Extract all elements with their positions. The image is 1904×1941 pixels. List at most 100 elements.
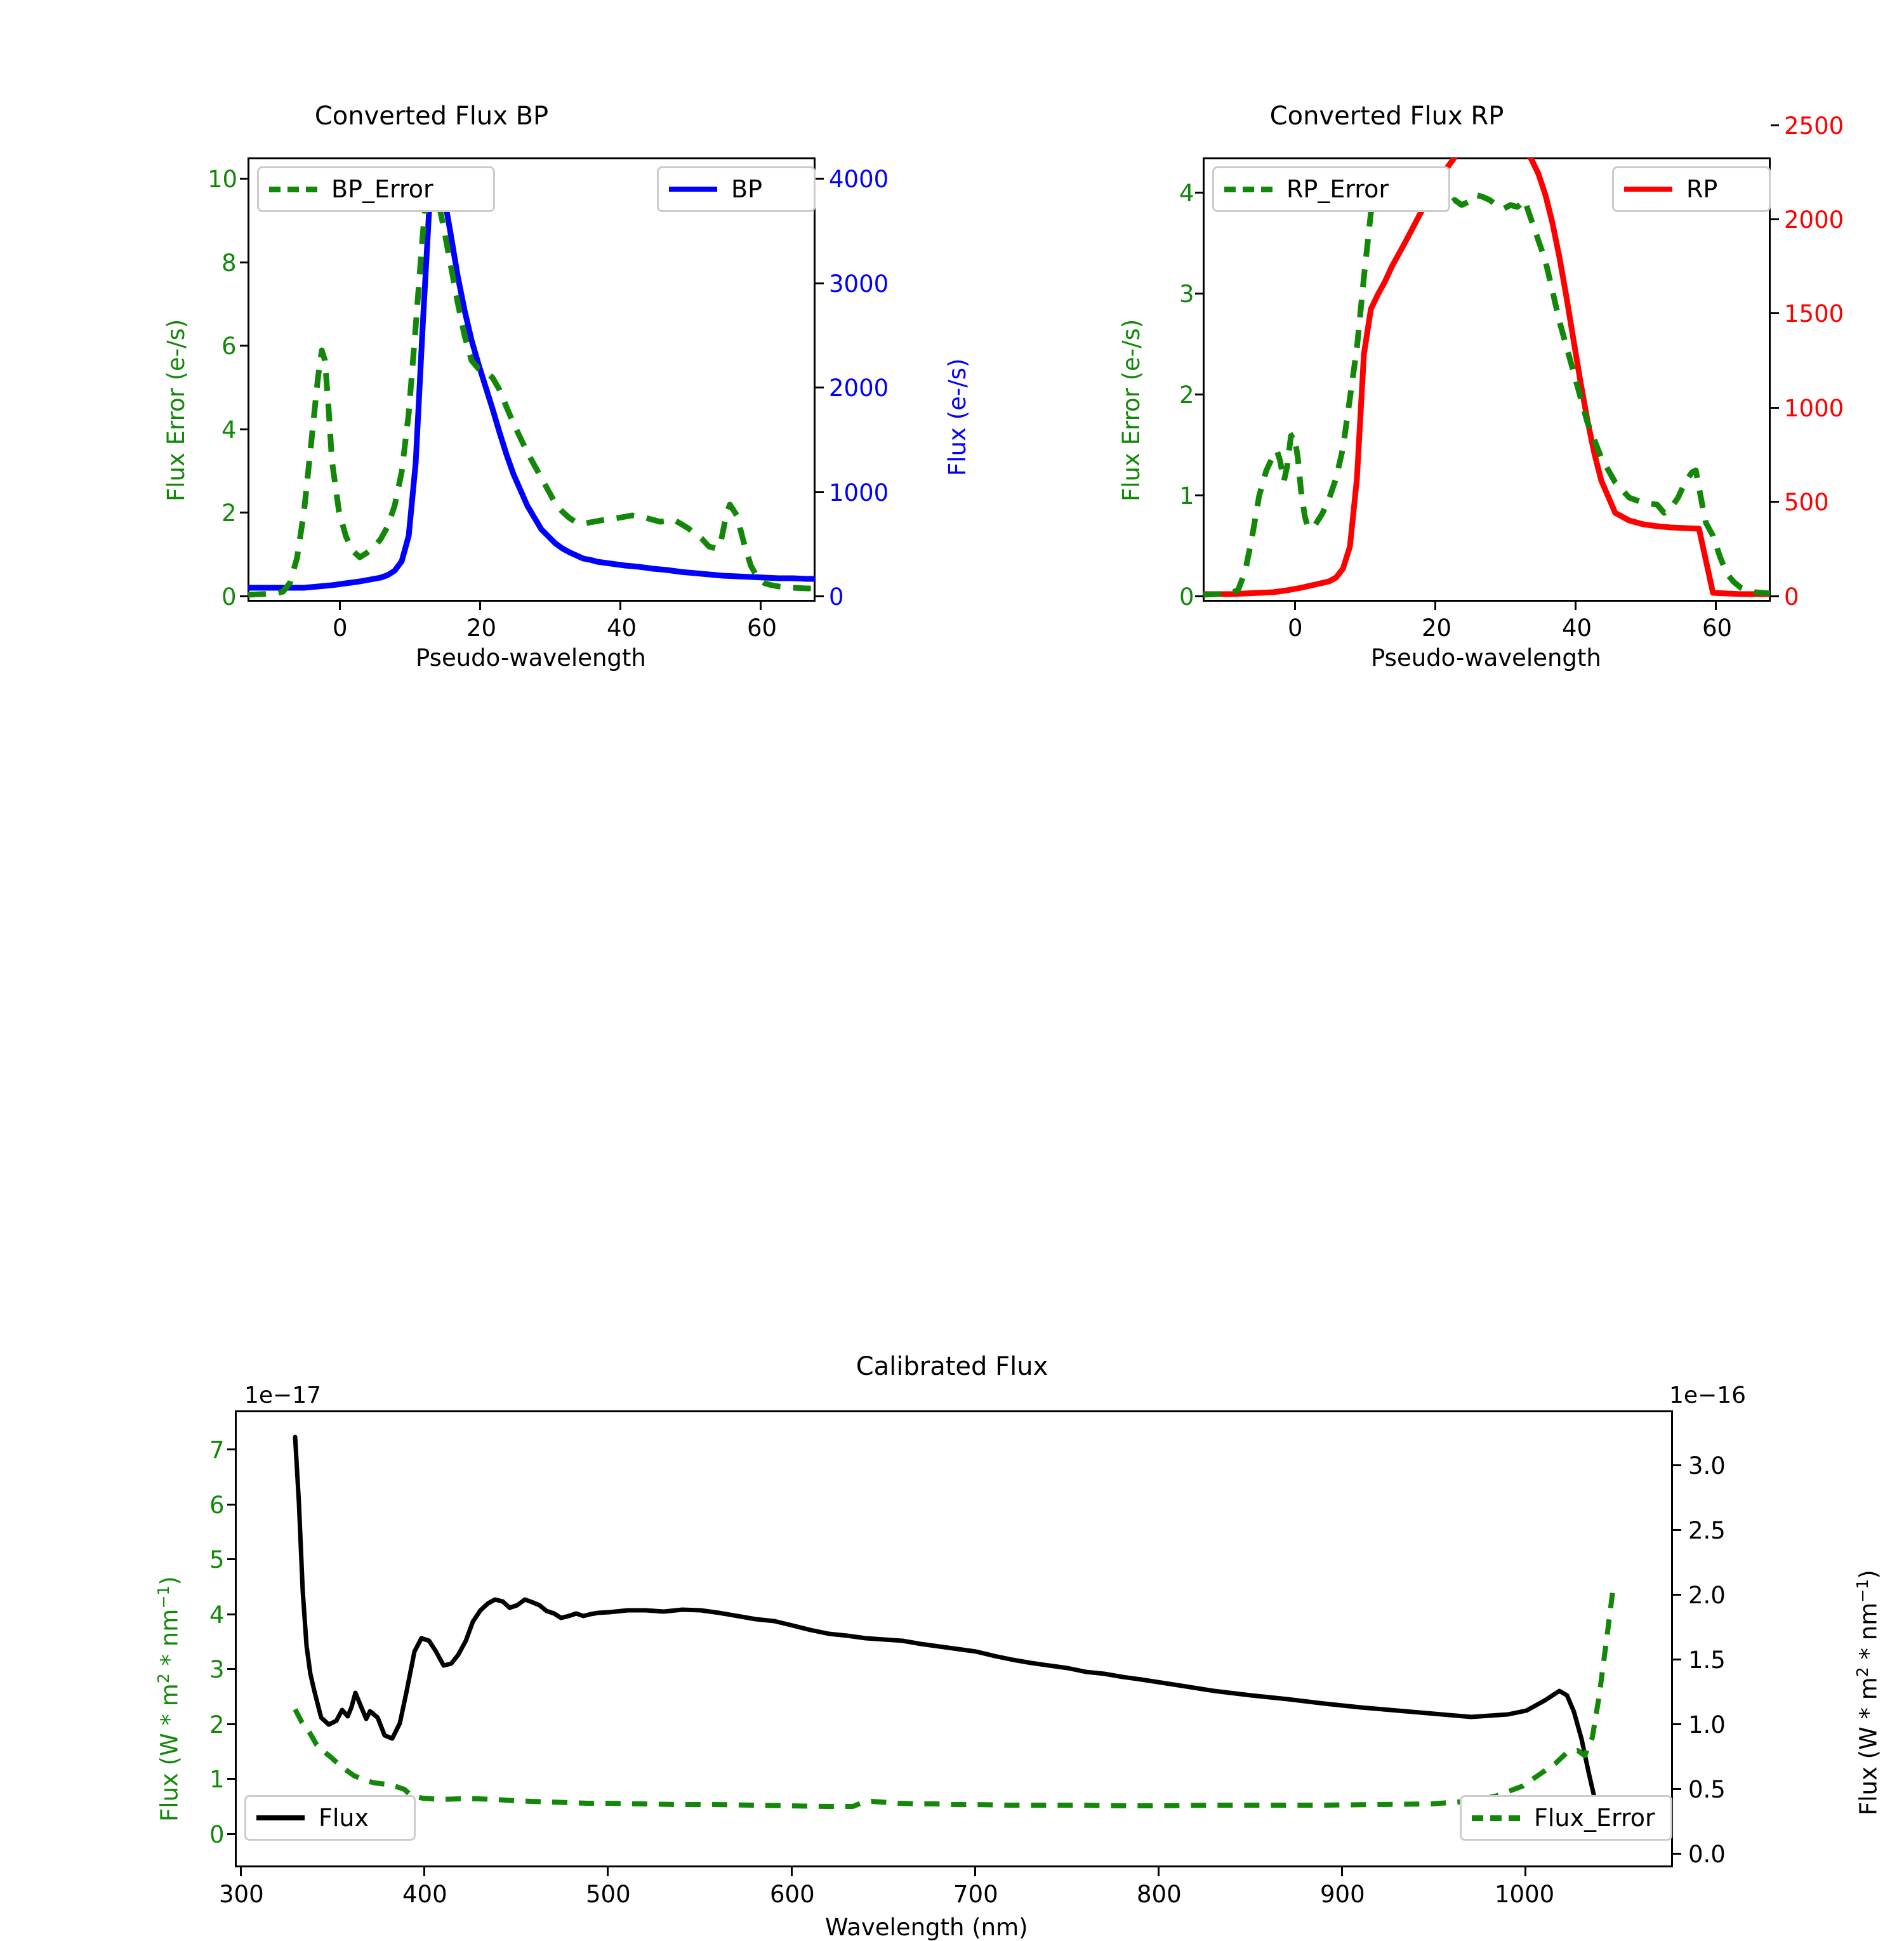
rp-xtick-40: 40 — [1562, 614, 1592, 642]
calibrated-ytick-left-0: 0 — [209, 1821, 225, 1848]
calibrated-ylabel-right-sup2: −1 — [1853, 1579, 1872, 1603]
calibrated-xtick-500: 500 — [586, 1881, 631, 1908]
bp-ytick-left-4: 4 — [221, 416, 237, 444]
rp-legend-label: RP — [1686, 175, 1718, 203]
rp-ytickmark — [1195, 293, 1203, 295]
cal-ytickmark — [227, 1723, 235, 1725]
cal-ytickmark-right — [1673, 1529, 1681, 1531]
rp-ytickmark-right — [1771, 501, 1779, 503]
bp-plot-svg — [248, 169, 815, 598]
rp-ytick-left-3: 3 — [1179, 281, 1194, 308]
calibrated-ylabel-right-part1: Flux (W * m — [1854, 1677, 1882, 1815]
bp-ytickmark — [240, 595, 248, 597]
rp-legend-error[interactable]: RP_Error — [1212, 166, 1450, 212]
cal-ytickmark — [227, 1558, 235, 1560]
calibrated-ylabel-left-part1: Flux (W * m — [155, 1683, 183, 1822]
bp-ytickmark-right — [816, 387, 824, 388]
calibrated-ytick-left-6: 6 — [209, 1492, 225, 1519]
rp-ytick-right-2500: 2500 — [1784, 112, 1844, 140]
rp-ytickmark-right — [1771, 595, 1779, 597]
cal-xtickmark — [1524, 1867, 1526, 1876]
bp-xtick-20: 20 — [466, 614, 497, 642]
bp-legend-error[interactable]: BP_Error — [257, 166, 495, 212]
calibrated-ytick-right-05: 0.5 — [1688, 1776, 1726, 1803]
rp-legend-flux[interactable]: RP — [1612, 166, 1771, 212]
calibrated-ylabel-left: Flux (W * m2 * nm−1) — [154, 1576, 183, 1822]
bp-ytick-left-0: 0 — [221, 583, 237, 611]
calibrated-ylabel-left-part3: ) — [155, 1576, 183, 1586]
calibrated-xtick-800: 800 — [1137, 1881, 1182, 1908]
bp-error-legend-swatch — [269, 186, 317, 192]
cal-ytickmark — [227, 1668, 235, 1670]
rp-ytickmark — [1195, 394, 1203, 395]
calibrated-flux-error-legend-label: Flux_Error — [1534, 1804, 1655, 1832]
calibrated-legend-flux[interactable]: Flux — [244, 1795, 416, 1841]
bp-xtick-60: 60 — [747, 614, 777, 642]
calibrated-plot-svg — [293, 1434, 1616, 1827]
calibrated-ytick-right-15: 1.5 — [1688, 1646, 1726, 1674]
rp-ytick-right-1000: 1000 — [1784, 395, 1844, 422]
rp-error-legend-label: RP_Error — [1286, 175, 1389, 203]
calibrated-flux-error-legend-swatch — [1472, 1815, 1520, 1821]
calibrated-ylabel-left-part2: * nm — [155, 1608, 183, 1674]
bp-xtickmark — [479, 602, 481, 610]
bp-ytickmark — [240, 512, 248, 513]
bp-xtick-40: 40 — [607, 614, 637, 642]
panel-converted-flux-bp: Converted Flux BP Flux Error (e-/s) 10 8… — [0, 0, 971, 673]
rp-ytick-left-0: 0 — [1179, 583, 1194, 611]
rp-ytick-right-0: 0 — [1784, 583, 1799, 611]
bp-ytick-right-1000: 1000 — [829, 479, 889, 507]
bp-ytickmark — [240, 428, 248, 430]
bp-ytick-left-8: 8 — [221, 249, 237, 277]
bp-xtickmark — [619, 602, 621, 610]
rp-ytick-left-4: 4 — [1179, 180, 1194, 207]
cal-ytickmark — [227, 1504, 235, 1506]
calibrated-ytick-left-3: 3 — [209, 1656, 225, 1683]
cal-ytickmark-right — [1673, 1723, 1681, 1725]
rp-ytick-left-1: 1 — [1179, 482, 1194, 510]
bp-ytick-left-10: 10 — [208, 166, 238, 193]
cal-ytickmark-right — [1673, 1594, 1681, 1596]
rp-xlabel: Pseudo-wavelength — [1371, 644, 1601, 672]
rp-ytickmark-right — [1771, 218, 1779, 220]
rp-xtick-0: 0 — [1288, 614, 1303, 642]
bp-ytick-right-3000: 3000 — [829, 270, 889, 298]
calibrated-ytick-left-2: 2 — [209, 1711, 225, 1739]
calibrated-xtick-400: 400 — [402, 1881, 447, 1908]
calibrated-ylabel-right-sup1: 2 — [1853, 1667, 1872, 1678]
rp-ytick-left-2: 2 — [1179, 381, 1194, 409]
calibrated-panel-title: Calibrated Flux — [856, 1352, 1048, 1381]
rp-plot-svg — [1203, 158, 1770, 598]
bp-xtickmark — [339, 602, 341, 610]
bp-ytick-right-4000: 4000 — [829, 166, 889, 193]
cal-ytickmark-right — [1673, 1853, 1681, 1855]
cal-xtickmark — [1158, 1867, 1160, 1876]
cal-ytickmark-right — [1673, 1464, 1681, 1466]
cal-xtickmark — [607, 1867, 609, 1876]
rp-error-series-line — [1203, 185, 1770, 598]
cal-xtickmark — [791, 1867, 793, 1876]
rp-ytickmark — [1195, 494, 1203, 496]
rp-series-line — [1203, 158, 1770, 597]
calibrated-ylabel-left-sup2: −1 — [154, 1585, 173, 1609]
calibrated-ytick-left-5: 5 — [209, 1546, 225, 1573]
cal-xtickmark — [974, 1867, 976, 1876]
bp-legend-flux[interactable]: BP — [657, 166, 816, 212]
calibrated-ytick-right-1: 1.0 — [1688, 1711, 1726, 1739]
bp-ytick-right-2000: 2000 — [829, 374, 889, 402]
bp-ytickmark-right — [816, 491, 824, 493]
bp-ytick-left-2: 2 — [221, 500, 237, 527]
calibrated-ytick-right-25: 2.5 — [1688, 1517, 1726, 1544]
calibrated-flux-legend-label: Flux — [319, 1804, 369, 1832]
calibrated-ylabel-right-part3: ) — [1854, 1570, 1882, 1579]
rp-ytick-right-2000: 2000 — [1784, 206, 1844, 234]
bp-error-legend-label: BP_Error — [331, 175, 433, 203]
bp-xlabel: Pseudo-wavelength — [416, 644, 646, 672]
calibrated-ytick-left-4: 4 — [209, 1601, 225, 1629]
rp-xtick-60: 60 — [1702, 614, 1733, 642]
calibrated-xtick-700: 700 — [953, 1881, 998, 1908]
calibrated-legend-flux-error[interactable]: Flux_Error — [1460, 1795, 1672, 1841]
cal-ytickmark — [227, 1613, 235, 1615]
rp-error-legend-swatch — [1224, 186, 1273, 192]
